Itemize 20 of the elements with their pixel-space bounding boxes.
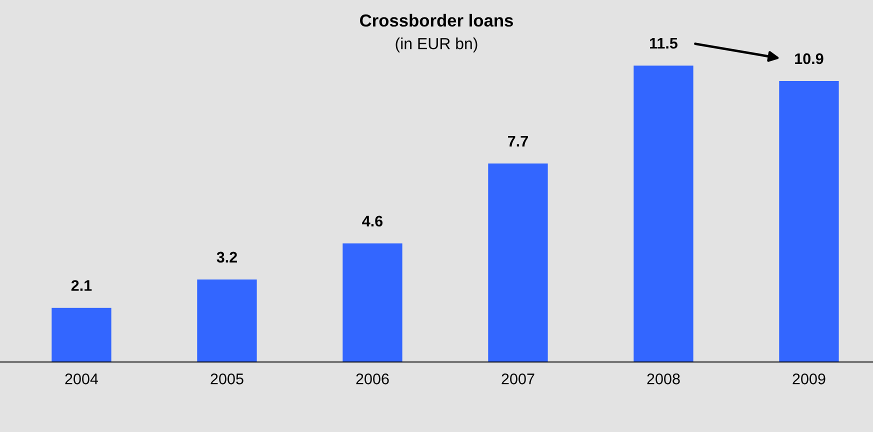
x-tick-label: 2009 (792, 374, 826, 384)
data-label: 3.2 (216, 252, 237, 263)
x-tick-label: 2005 (210, 374, 244, 384)
data-label: 2.1 (71, 280, 92, 291)
data-label: 10.9 (795, 53, 824, 64)
data-label: 11.5 (650, 38, 678, 49)
chart-subtitle: (in EUR bn) (396, 38, 478, 52)
bar (634, 66, 694, 362)
x-tick-label: 2007 (502, 374, 534, 384)
x-tick-label: 2004 (65, 374, 98, 384)
data-label: 7.7 (508, 136, 528, 146)
x-tick-label: 2008 (647, 374, 680, 384)
bar (197, 280, 257, 362)
data-label: 4.6 (362, 216, 383, 227)
bar (488, 164, 548, 362)
chart-title: Crossborder loans (360, 14, 513, 27)
bar (342, 243, 402, 362)
bar (779, 81, 839, 362)
x-tick-label: 2006 (356, 374, 389, 384)
bar (52, 308, 112, 362)
